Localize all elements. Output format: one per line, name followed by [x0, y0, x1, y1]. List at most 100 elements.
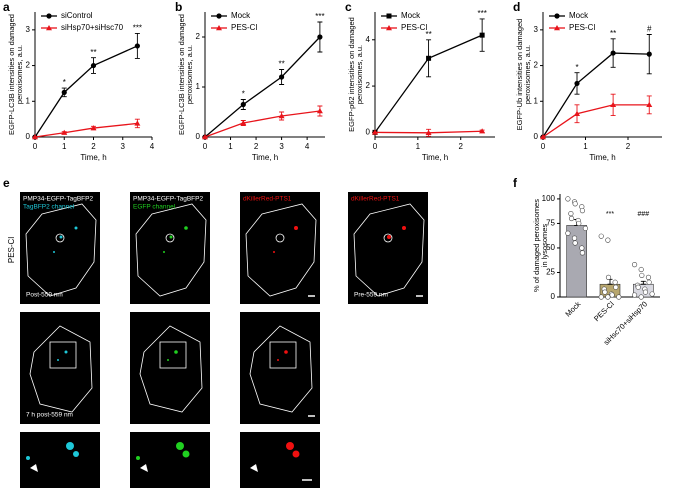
data-point — [609, 292, 615, 298]
data-point — [598, 233, 604, 239]
x-tick-label: 2 — [458, 142, 463, 151]
x-tick-label: Mock — [563, 299, 582, 318]
marker — [372, 129, 378, 135]
significance-label: ** — [278, 60, 284, 69]
legend-label: PES-Cl — [569, 23, 595, 32]
x-tick-label: 3 — [279, 142, 284, 151]
y-axis-label: peroxisomes, a.u. — [185, 45, 194, 104]
series-line — [34, 122, 138, 138]
y-tick-label: 0 — [551, 292, 556, 301]
y-tick-label: 1 — [534, 96, 539, 105]
data-point — [649, 291, 655, 297]
marker — [90, 62, 97, 69]
series-line — [542, 104, 650, 138]
marker — [646, 101, 653, 108]
marker — [479, 32, 485, 38]
data-point — [631, 292, 638, 298]
x-axis-label: Time, h — [80, 153, 106, 162]
data-point — [646, 279, 652, 285]
x-tick-label: PES-Cl — [592, 299, 616, 323]
x-tick-label: 0 — [203, 142, 208, 151]
data-point — [645, 274, 652, 280]
series-line — [204, 110, 320, 138]
x-tick-label: 4 — [305, 142, 310, 151]
y-tick-label: 2 — [534, 61, 539, 70]
significance-label: * — [63, 78, 66, 87]
marker — [46, 13, 52, 19]
marker — [90, 125, 97, 131]
data-point — [576, 220, 582, 227]
micrograph — [20, 432, 100, 488]
significance-label: ** — [90, 48, 96, 57]
micrograph — [240, 432, 320, 488]
y-tick-label: 2 — [366, 81, 371, 90]
data-point — [582, 225, 589, 231]
panel-label: d — [513, 0, 520, 14]
marker — [540, 134, 546, 140]
y-tick-label: 75 — [546, 219, 555, 228]
x-tick-label: 1 — [228, 142, 233, 151]
micrograph: dKillerRed-PTS1 Pre-559 nm — [348, 192, 428, 304]
panel-label: e — [3, 176, 10, 190]
y-tick-label: 0 — [196, 132, 201, 141]
marker — [574, 80, 580, 87]
x-tick-label: 0 — [33, 142, 38, 151]
image-label: Post-559 nm — [26, 292, 63, 299]
data-point — [616, 294, 622, 300]
data-point — [613, 284, 619, 290]
marker — [278, 113, 285, 119]
marker — [278, 74, 285, 80]
panel-label: b — [175, 0, 182, 14]
data-point — [605, 294, 611, 300]
marker — [216, 13, 222, 19]
data-point — [579, 208, 586, 214]
y-axis-label: peroxisomes, a.u. — [355, 45, 364, 104]
y-tick-label: 3 — [26, 25, 31, 34]
marker — [202, 134, 208, 140]
marker — [386, 13, 392, 19]
panel-label: f — [513, 176, 518, 190]
y-axis-label: EGFP-LC3B intensities on damaged — [7, 14, 16, 135]
legend-label: Mock — [231, 11, 251, 20]
x-tick-label: 3 — [121, 142, 126, 151]
marker — [240, 120, 247, 126]
x-tick-label: 0 — [541, 142, 546, 151]
error-bar — [607, 278, 613, 285]
micrograph: PMP34-EGFP-TagBFP2 TagBFP2 channel Post-… — [20, 192, 100, 304]
data-point — [612, 279, 618, 285]
data-point — [631, 262, 638, 268]
marker — [61, 89, 67, 95]
micrograph — [240, 312, 320, 424]
y-tick-label: 1 — [196, 82, 201, 91]
marker — [32, 134, 38, 140]
marker — [216, 25, 222, 31]
data-point — [579, 245, 585, 251]
marker — [646, 51, 652, 57]
x-axis-label: Time, h — [252, 153, 278, 162]
significance-label: *** — [606, 211, 614, 218]
micrograph: dKillerRed-PTS1 — [240, 192, 320, 304]
data-point — [572, 240, 578, 246]
significance-label: ** — [610, 29, 616, 38]
data-point — [642, 289, 649, 295]
marker — [425, 129, 432, 136]
error-bar — [640, 280, 646, 285]
x-axis-label: Time, h — [589, 153, 615, 162]
legend-label: PES-Cl — [231, 23, 257, 32]
y-axis-label: EGFP-p62 intensities on damaged — [347, 17, 356, 132]
data-point — [605, 274, 612, 280]
data-point — [571, 235, 578, 241]
significance-label: ### — [637, 211, 649, 218]
marker — [574, 110, 580, 116]
image-label: EGFP channel — [133, 204, 176, 211]
series-line — [34, 45, 138, 138]
x-tick-label: 2 — [91, 142, 96, 151]
x-tick-label: 2 — [254, 142, 259, 151]
x-axis-label: Time, h — [422, 153, 448, 162]
image-label: TagBFP2 channel — [23, 204, 75, 211]
panel-label: c — [345, 0, 352, 14]
marker — [240, 101, 246, 108]
series-line — [204, 36, 321, 138]
y-tick-label: 0 — [26, 132, 31, 141]
y-tick-label: 1 — [26, 96, 31, 105]
